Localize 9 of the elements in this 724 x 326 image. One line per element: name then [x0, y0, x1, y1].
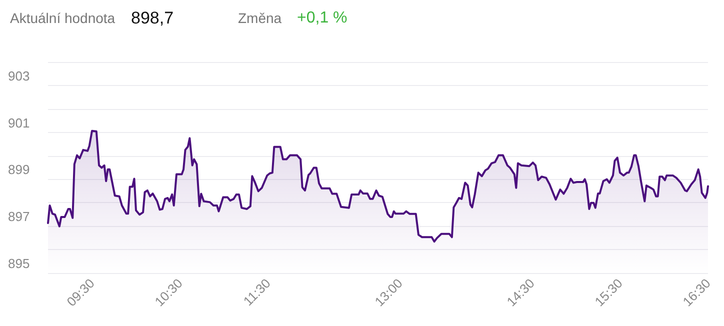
y-tick-label: 895	[8, 256, 30, 271]
y-tick-label: 899	[8, 162, 30, 178]
text: +0,1 %	[297, 10, 348, 26]
y-tick-label: 903	[8, 68, 30, 84]
text: Změna	[238, 10, 282, 26]
text: 898,7	[131, 8, 174, 28]
text: Aktuální hodnota	[10, 10, 116, 26]
y-tick-label: 897	[8, 209, 30, 224]
y-tick-label: 901	[8, 115, 30, 130]
